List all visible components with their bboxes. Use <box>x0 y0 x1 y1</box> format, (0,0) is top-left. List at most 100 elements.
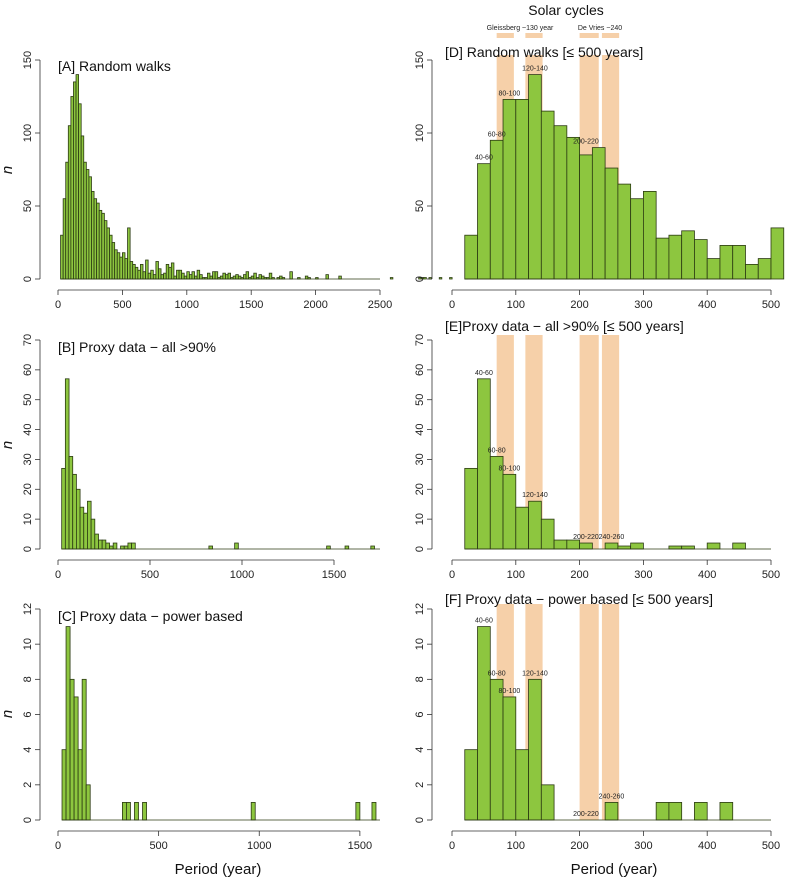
de-vries-label: De Vries ~240 <box>578 25 622 32</box>
y-tick-label-B-2: 20 <box>22 483 34 495</box>
annotation-F-0: 40-60 <box>475 618 493 625</box>
y-tick-label-C-4: 8 <box>22 676 34 682</box>
bar-D-7 <box>553 125 568 280</box>
bar-F-20 <box>719 802 734 821</box>
panel-title-E: [E]Proxy data − all >90% [≤ 500 years] <box>445 318 684 334</box>
x-tick-label-D-1: 100 <box>507 299 525 311</box>
y-tick-label-C-3: 6 <box>22 711 34 717</box>
bar-D-21 <box>732 245 746 280</box>
x-tick-label-E-0: 0 <box>449 569 455 581</box>
bar-D-12 <box>617 183 632 280</box>
y-tick-label-A-2: 100 <box>22 124 34 142</box>
y-tick-label-C-5: 10 <box>22 638 34 650</box>
bar-D-23 <box>757 258 772 280</box>
bar-B-6 <box>83 512 88 550</box>
bar-C-15 <box>122 802 127 821</box>
bar-B-12 <box>105 542 110 550</box>
bar-B-10 <box>98 539 103 550</box>
bar-D-18 <box>694 239 708 280</box>
bar-E-11 <box>604 542 619 550</box>
annotation-E-1: 60-80 <box>488 447 506 454</box>
annotation-D-3: 120-140 <box>522 66 548 73</box>
x-tick-label-E-2: 200 <box>570 569 588 581</box>
x-tick-label-F-3: 300 <box>634 840 652 852</box>
annotation-F-3: 120-140 <box>522 670 548 677</box>
y-tick-label-F-2: 4 <box>414 747 426 753</box>
bar-C-6 <box>85 784 91 821</box>
y-tick-label-D-2: 100 <box>414 124 426 142</box>
x-tick-label-D-3: 300 <box>634 299 652 311</box>
bar-B-2 <box>68 456 74 550</box>
annotation-F-4: 200-220 <box>573 811 599 818</box>
panel-F: 0 2 4 6 8 10 12 0 100 200 300 400 500 [F] Proxy data … <box>414 591 780 852</box>
x-tick-label-B-1: 500 <box>141 569 159 581</box>
x-tick-label-C-3: 1500 <box>348 840 372 852</box>
bar-B-18 <box>127 542 132 550</box>
bar-E-16 <box>668 545 683 550</box>
bar-D-4 <box>515 99 529 280</box>
bar-F-3 <box>502 696 517 821</box>
bar-C-18 <box>134 802 139 821</box>
bar-F-15 <box>655 802 670 821</box>
x-tick-label-A-1: 500 <box>113 299 131 311</box>
bar-D-10 <box>591 147 606 280</box>
x-tick-label-B-0: 0 <box>55 569 61 581</box>
y-tick-label-F-5: 10 <box>414 638 426 650</box>
y-tick-label-D-1: 50 <box>414 200 426 212</box>
annotation-E-0: 40-60 <box>475 370 493 377</box>
bar-C-16 <box>126 802 131 821</box>
bar-D-0 <box>464 234 478 280</box>
x-axis-label-right: Period (year) <box>571 861 658 878</box>
panel-E: 0 10 20 30 40 50 60 70 0 100 200 300 400 500 [E]Proxy … <box>414 318 780 581</box>
annotation-D-2: 80-100 <box>499 90 521 97</box>
bar-B-40 <box>208 545 213 550</box>
x-tick-label-F-0: 0 <box>449 840 455 852</box>
bar-D-20 <box>719 245 734 280</box>
bar-E-17 <box>681 545 695 550</box>
solar-band-swatch-3 <box>601 33 620 38</box>
annotation-E-5: 240-260 <box>599 534 625 541</box>
bar-C-77 <box>371 802 377 821</box>
y-tick-label-F-3: 6 <box>414 711 426 717</box>
annotation-D-4: 200-220 <box>573 139 599 146</box>
panel-D: 0 50 100 150 0 100 200 300 400 500 [D] Random walk… <box>414 44 785 311</box>
panel-title-F: [F] Proxy data − power based [≤ 500 year… <box>445 591 713 607</box>
annotation-E-3: 120-140 <box>522 492 548 499</box>
bar-A-89 <box>289 271 293 280</box>
bar-B-3 <box>72 473 77 550</box>
y-tick-label-D-3: 150 <box>414 51 426 69</box>
bar-E-0 <box>464 467 478 550</box>
x-tick-label-F-5: 500 <box>762 840 780 852</box>
y-tick-label-C-0: 0 <box>22 817 34 823</box>
bar-F-1 <box>477 626 491 821</box>
y-tick-label-E-5: 50 <box>414 394 426 406</box>
solar-band-swatch-2 <box>579 33 599 38</box>
bar-B-17 <box>123 545 129 550</box>
bar-D-11 <box>604 167 619 280</box>
bar-D-17 <box>681 230 695 280</box>
bar-F-6 <box>540 784 555 821</box>
bar-E-1 <box>477 378 491 550</box>
bar-E-9 <box>579 542 593 550</box>
bar-D-8 <box>566 136 581 280</box>
bar-D-22 <box>745 263 759 280</box>
bar-B-9 <box>94 533 99 550</box>
annotation-F-2: 80-100 <box>499 688 521 695</box>
bar-B-14 <box>112 542 118 550</box>
y-tick-label-F-4: 8 <box>414 676 426 682</box>
bar-A-128 <box>389 277 394 280</box>
y-tick-label-D-0: 0 <box>414 276 426 282</box>
bar-C-1 <box>65 626 71 821</box>
y-tick-label-F-0: 0 <box>414 817 426 823</box>
bar-E-13 <box>630 542 644 550</box>
panel-title-A: [A] Random walks <box>58 58 171 74</box>
y-tick-label-B-3: 30 <box>22 453 34 465</box>
bar-D-6 <box>540 110 555 280</box>
y-tick-label-B-0: 0 <box>22 546 34 552</box>
bar-A-147 <box>438 277 443 280</box>
bar-D-15 <box>655 237 670 280</box>
x-tick-label-C-2: 1000 <box>247 840 271 852</box>
bar-A-108 <box>338 275 342 280</box>
bar-D-1 <box>477 163 491 280</box>
